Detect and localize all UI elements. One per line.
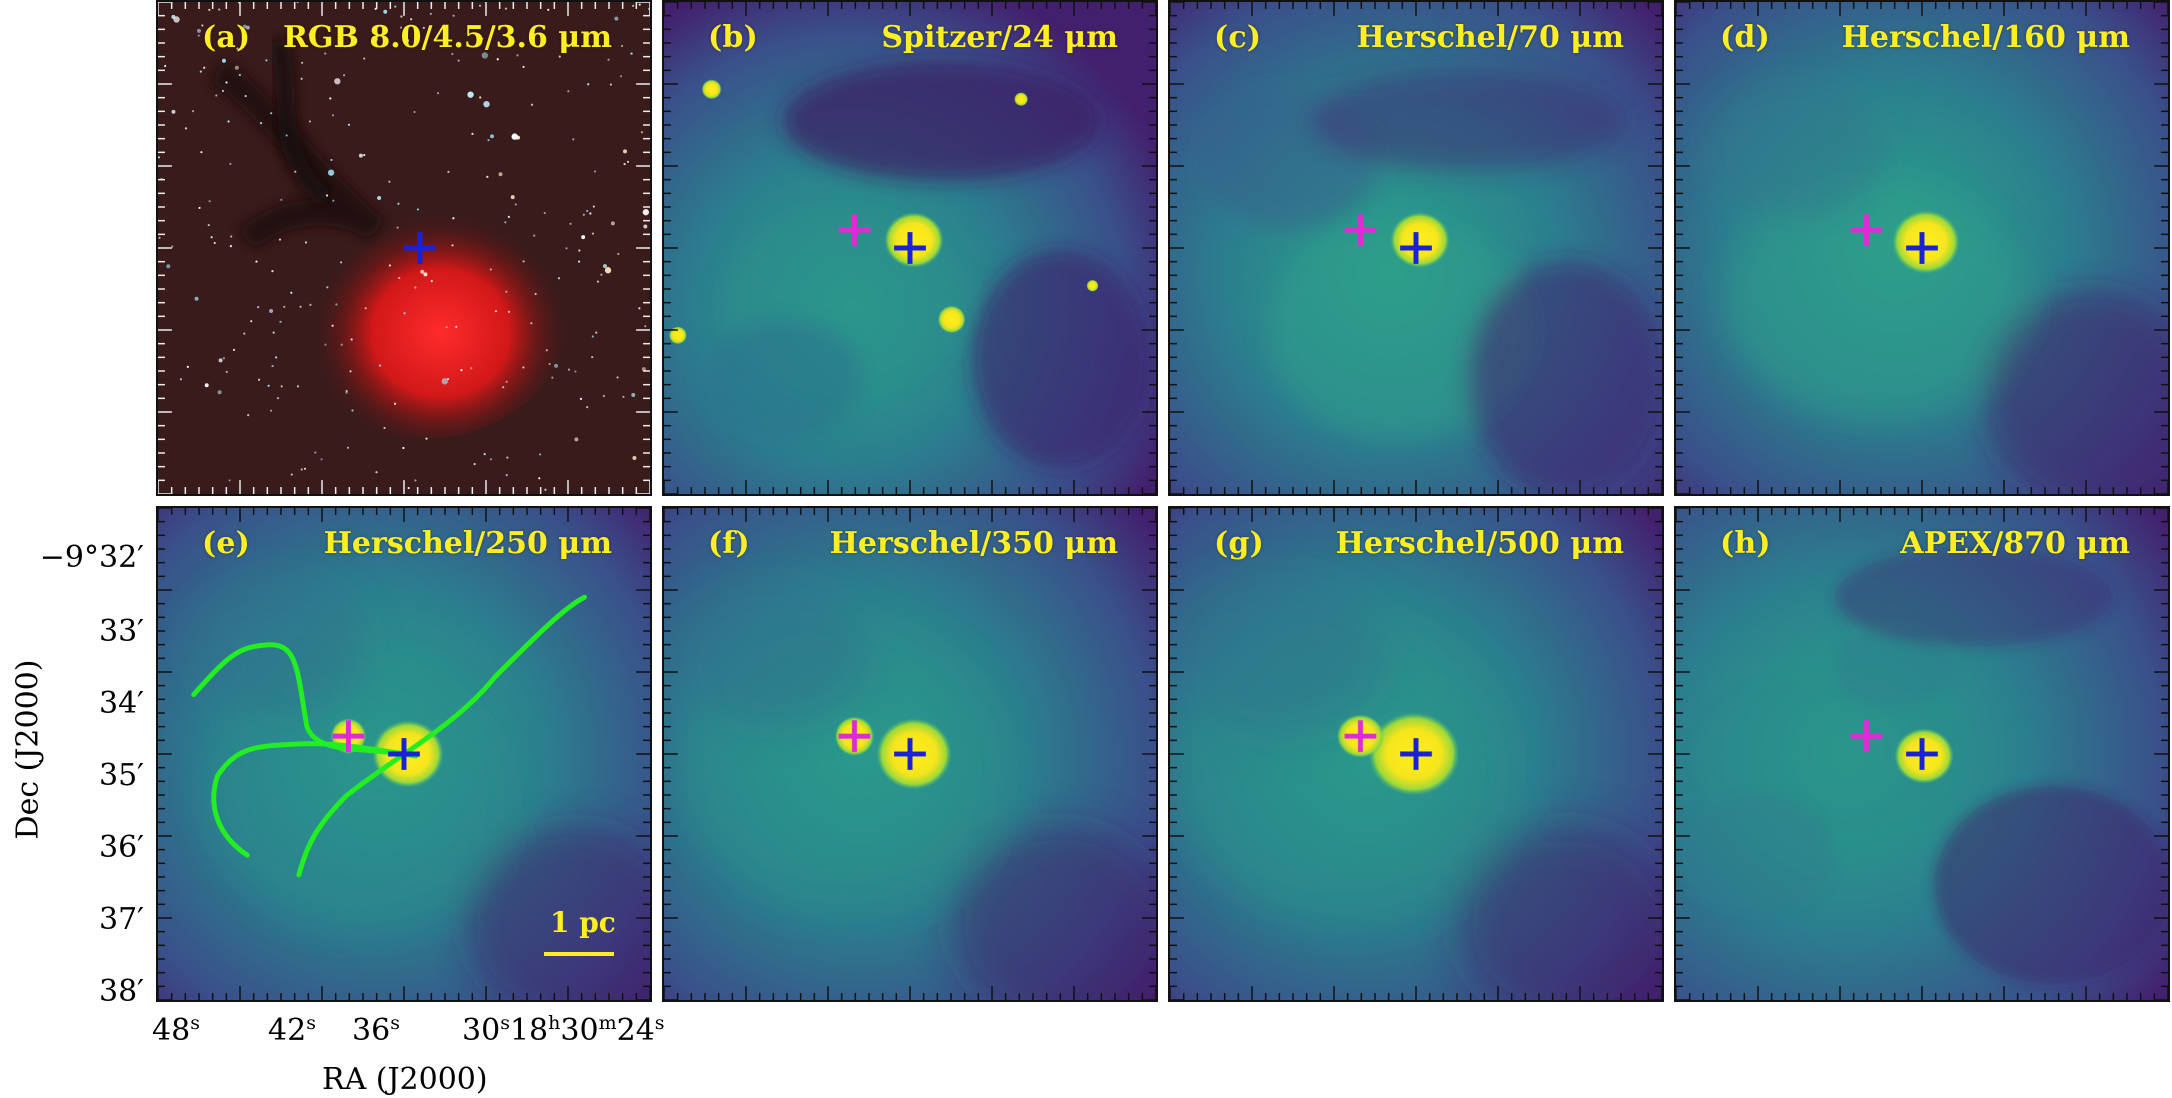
panel-g-herschel-500: (g) Herschel/500 μm xyxy=(1168,506,1664,1002)
emission-structure xyxy=(1676,547,2168,985)
panel-title: Herschel/160 μm xyxy=(1841,20,2130,55)
herschel-500-image xyxy=(1170,508,1662,1000)
panel-tag: (f) xyxy=(708,526,750,561)
emission-structure xyxy=(673,587,1156,1000)
bright-core xyxy=(1892,210,1960,274)
x-tick-label: 30s18h30m24s xyxy=(462,1012,665,1048)
herschel-250-image xyxy=(158,508,650,1000)
emission-structure xyxy=(1170,577,1662,1000)
source-marker-secondary xyxy=(838,720,871,753)
bright-core xyxy=(884,212,944,268)
spitzer-24-image xyxy=(664,2,1156,494)
source-marker-primary xyxy=(1906,232,1938,264)
panel-tag: (h) xyxy=(1720,526,1771,561)
source-marker-primary xyxy=(1400,738,1432,770)
source-marker-secondary xyxy=(1344,720,1377,753)
compact-source xyxy=(1014,92,1029,107)
panel-title: Herschel/500 μm xyxy=(1335,526,1624,561)
emission-structure xyxy=(1199,71,1662,494)
herschel-70-image xyxy=(1170,2,1662,494)
source-marker-secondary xyxy=(1344,214,1377,247)
panel-a-rgb: (a) RGB 8.0/4.5/3.6 μm xyxy=(156,0,652,496)
source-marker-primary xyxy=(388,738,420,770)
compact-source xyxy=(1086,279,1099,292)
source-marker-primary xyxy=(894,738,926,770)
compact-source xyxy=(701,79,722,100)
panel-tag: (b) xyxy=(708,20,758,55)
compact-source xyxy=(668,326,687,345)
panel-d-herschel-160: (d) Herschel/160 μm xyxy=(1674,0,2170,496)
y-tick-label: 36′ xyxy=(99,830,144,865)
y-tick-label: −9°32′ xyxy=(39,540,144,575)
herschel-160-image xyxy=(1676,2,2168,494)
x-tick-label: 48s xyxy=(152,1012,200,1048)
apex-870-image xyxy=(1676,508,2168,1000)
panel-e-herschel-250: (e) Herschel/250 μm 1 pc xyxy=(156,506,652,1002)
panel-c-herschel-70: (c) Herschel/70 μm xyxy=(1168,0,1664,496)
x-axis-label: RA (J2000) xyxy=(322,1062,488,1097)
panel-title: Herschel/250 μm xyxy=(323,526,612,561)
panel-title: Spitzer/24 μm xyxy=(881,20,1118,55)
source-marker-primary xyxy=(404,232,436,264)
panel-tag: (e) xyxy=(202,526,251,561)
y-tick-label: 33′ xyxy=(99,614,144,649)
y-tick-label: 38′ xyxy=(99,974,144,1009)
panel-title: Herschel/70 μm xyxy=(1356,20,1624,55)
y-tick-label: 37′ xyxy=(99,902,144,937)
panel-tag: (g) xyxy=(1214,526,1264,561)
scalebar xyxy=(544,952,614,956)
panel-title: Herschel/350 μm xyxy=(829,526,1118,561)
y-tick-label: 35′ xyxy=(99,758,144,793)
source-marker-secondary xyxy=(1850,214,1883,247)
panel-tag: (d) xyxy=(1720,20,1770,55)
y-tick-label: 34′ xyxy=(99,686,144,721)
panel-tag: (c) xyxy=(1214,20,1262,55)
filament-curve xyxy=(296,594,588,878)
filament-curve xyxy=(191,642,419,759)
stars xyxy=(158,2,650,491)
source-marker-secondary xyxy=(838,214,871,247)
panel-tag: (a) xyxy=(202,20,251,55)
panel-title: APEX/870 μm xyxy=(1900,526,2130,561)
scalebar-label: 1 pc xyxy=(550,906,616,939)
panel-b-spitzer-24: (b) Spitzer/24 μm xyxy=(662,0,1158,496)
compact-source xyxy=(937,305,966,334)
rgb-image xyxy=(158,2,650,494)
source-marker-secondary xyxy=(1850,720,1883,753)
source-marker-primary xyxy=(1400,232,1432,264)
panel-h-apex-870: (h) APEX/870 μm xyxy=(1674,506,2170,1002)
panel-f-herschel-350: (f) Herschel/350 μm xyxy=(662,506,1158,1002)
panel-title: RGB 8.0/4.5/3.6 μm xyxy=(283,20,612,55)
source-marker-primary xyxy=(894,232,926,264)
bright-core xyxy=(1390,212,1450,268)
x-tick-label: 36s xyxy=(352,1012,400,1048)
source-marker-primary xyxy=(1906,738,1938,770)
herschel-350-image xyxy=(664,508,1156,1000)
source-marker-secondary xyxy=(332,720,365,753)
x-tick-label: 42s xyxy=(268,1012,316,1048)
